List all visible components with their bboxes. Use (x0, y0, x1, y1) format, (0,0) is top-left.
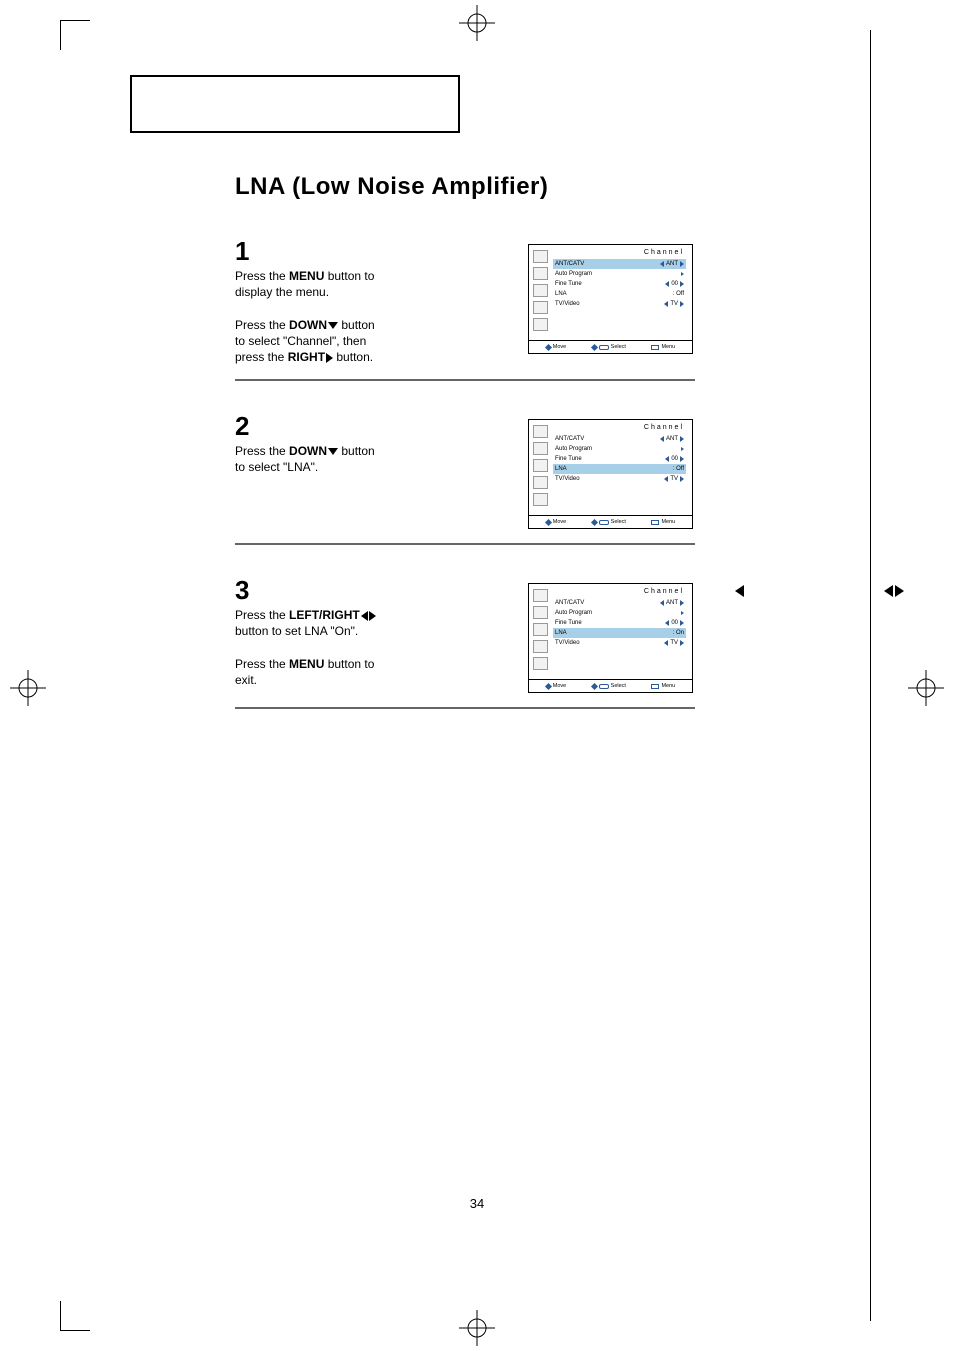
step-number: 1 (235, 238, 385, 264)
registration-mark-icon (459, 1310, 495, 1346)
registration-mark-icon (10, 670, 46, 706)
tv-icon (533, 425, 548, 438)
tv-row: ANT/CATVANT (553, 598, 686, 608)
tv-row: ANT/CATVANT (553, 434, 686, 444)
down-arrow-icon (328, 322, 338, 329)
tv-icon (533, 442, 548, 455)
page-title: LNA (Low Noise Amplifier) (235, 173, 844, 201)
step-text: 2 Press the DOWN button to select "LNA". (235, 411, 385, 475)
side-arrows (735, 585, 904, 597)
step-screenshot: Channel ANT/CATVANT Auto Program Fine Tu… (385, 236, 695, 354)
tv-row: LNA: Off (553, 289, 686, 299)
left-arrow-icon (361, 611, 368, 621)
tv-row: Auto Program (553, 444, 686, 454)
step-text: 1 Press the MENU button to display the m… (235, 236, 385, 365)
right-arrow-icon (369, 611, 376, 621)
tv-row: Auto Program (553, 269, 686, 279)
instruction-text: Press the DOWN button to select "LNA". (235, 443, 385, 475)
tv-icon (533, 493, 548, 506)
tv-sidebar-icons (529, 245, 551, 340)
page-number: 34 (470, 1196, 484, 1211)
steps-list: 1 Press the MENU button to display the m… (235, 236, 844, 709)
tv-row: LNA: On (553, 628, 686, 638)
tv-footer: Move Select Menu (529, 679, 692, 692)
right-arrow-icon (326, 353, 333, 363)
tv-row: Fine Tune00 (553, 618, 686, 628)
tv-menu: Channel ANT/CATVANT Auto Program Fine Tu… (528, 244, 693, 354)
tv-row: TV/VideoTV (553, 299, 686, 309)
step-1: 1 Press the MENU button to display the m… (235, 236, 695, 381)
down-arrow-icon (328, 448, 338, 455)
tv-menu-title: Channel (553, 424, 686, 431)
tv-row: TV/VideoTV (553, 474, 686, 484)
tv-icon (533, 623, 548, 636)
tv-menu: Channel ANT/CATVANT Auto Program Fine Tu… (528, 419, 693, 529)
tv-row: Fine Tune00 (553, 454, 686, 464)
step-number: 3 (235, 577, 385, 603)
tv-row: Auto Program (553, 608, 686, 618)
instruction-text: Press the DOWN button to select "Channel… (235, 317, 385, 366)
header-box (130, 75, 460, 133)
tv-sidebar-icons (529, 420, 551, 515)
tv-row: Fine Tune00 (553, 279, 686, 289)
registration-mark-icon (908, 670, 944, 706)
tv-menu-title: Channel (553, 588, 686, 595)
tv-icon (533, 284, 548, 297)
tv-icon (533, 657, 548, 670)
tv-icon (533, 459, 548, 472)
tv-icon (533, 267, 548, 280)
step-screenshot: Channel ANT/CATVANT Auto Program Fine Tu… (385, 411, 695, 529)
tv-footer: Move Select Menu (529, 340, 692, 353)
step-2: 2 Press the DOWN button to select "LNA". (235, 411, 695, 545)
tv-icon (533, 301, 548, 314)
instruction-text: Press the MENU button to exit. (235, 656, 385, 688)
left-arrow-icon (735, 585, 744, 597)
crop-mark (60, 1301, 90, 1331)
content-area: LNA (Low Noise Amplifier) 1 Press the ME… (130, 75, 844, 709)
tv-footer: Move Select Menu (529, 515, 692, 528)
tv-row: TV/VideoTV (553, 638, 686, 648)
tv-icon (533, 318, 548, 331)
instruction-text: Press the LEFT/RIGHT button to set LNA "… (235, 607, 385, 639)
tv-sidebar-icons (529, 584, 551, 679)
tv-icon (533, 640, 548, 653)
left-right-arrow-icon (884, 585, 904, 597)
tv-row: LNA: Off (553, 464, 686, 474)
tv-menu: Channel ANT/CATVANT Auto Program Fine Tu… (528, 583, 693, 693)
registration-mark-icon (459, 5, 495, 41)
instruction-text: Press the MENU button to display the men… (235, 268, 385, 300)
crop-mark (60, 20, 90, 50)
tv-icon (533, 250, 548, 263)
tv-icon (533, 589, 548, 602)
tv-icon (533, 606, 548, 619)
crop-mark (870, 30, 871, 1321)
tv-row: ANT/CATVANT (553, 259, 686, 269)
tv-menu-title: Channel (553, 249, 686, 256)
page: LNA (Low Noise Amplifier) 1 Press the ME… (0, 0, 954, 1351)
step-number: 2 (235, 413, 385, 439)
step-3: 3 Press the LEFT/RIGHT button to set LNA… (235, 575, 695, 709)
step-screenshot: Channel ANT/CATVANT Auto Program Fine Tu… (385, 575, 695, 693)
step-text: 3 Press the LEFT/RIGHT button to set LNA… (235, 575, 385, 688)
tv-icon (533, 476, 548, 489)
